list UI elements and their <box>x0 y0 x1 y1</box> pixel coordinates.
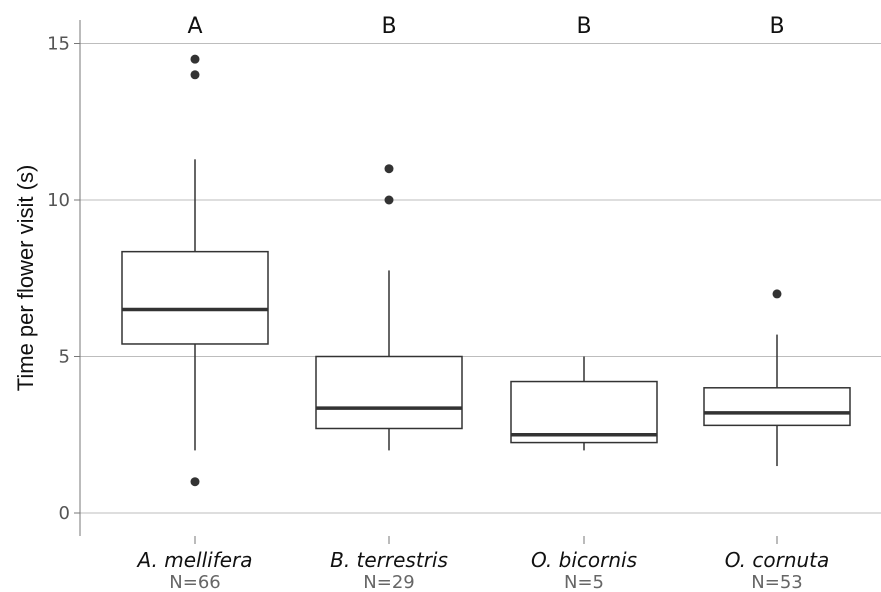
y-tick-label: 0 <box>59 503 70 524</box>
boxes <box>121 54 851 487</box>
outlier-point <box>772 289 782 299</box>
outlier-point <box>190 54 200 64</box>
box-iqr <box>121 250 269 345</box>
x-tick-label: O. bicornis <box>531 548 637 572</box>
significance-letter: A <box>187 14 202 39</box>
x-tick-label: O. cornuta <box>725 548 830 572</box>
y-tick-label: 5 <box>59 347 70 368</box>
box-iqr <box>315 355 463 430</box>
significance-letter: B <box>576 14 591 39</box>
sample-size-label: N=5 <box>564 572 604 592</box>
gridlines <box>80 43 881 514</box>
box-iqr <box>703 387 851 427</box>
significance-letter: B <box>769 14 784 39</box>
sample-size-label: N=29 <box>363 572 414 592</box>
sample-size-label: N=53 <box>751 572 802 592</box>
box-iqr <box>510 380 658 444</box>
significance-letter: B <box>381 14 396 39</box>
axes: Time per flower visit (s) 0 5 10 15 <box>13 20 778 544</box>
sample-size-label: N=66 <box>169 572 220 592</box>
outlier-point <box>190 70 200 80</box>
outlier-point <box>384 195 394 205</box>
x-tick-label: B. terrestris <box>330 548 448 572</box>
outlier-point <box>190 477 200 487</box>
outlier-point <box>384 164 394 174</box>
y-axis-label: Time per flower visit (s) <box>13 165 38 392</box>
y-tick-label: 10 <box>47 190 70 211</box>
y-tick-label: 15 <box>47 34 70 55</box>
x-tick-label: A. mellifera <box>135 548 252 572</box>
